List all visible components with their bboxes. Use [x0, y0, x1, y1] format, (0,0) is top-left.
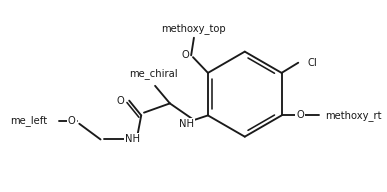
Text: me_chiral: me_chiral	[129, 69, 178, 79]
Text: methoxy_top: methoxy_top	[162, 23, 226, 34]
Text: me_left: me_left	[10, 116, 47, 126]
Text: O: O	[296, 110, 304, 120]
Text: O: O	[117, 96, 125, 106]
Text: methoxy_rt: methoxy_rt	[325, 110, 382, 121]
Text: O: O	[182, 50, 189, 60]
Text: Cl: Cl	[308, 58, 317, 68]
Text: NH: NH	[125, 134, 140, 144]
Text: NH: NH	[179, 119, 194, 129]
Text: O: O	[68, 116, 75, 126]
